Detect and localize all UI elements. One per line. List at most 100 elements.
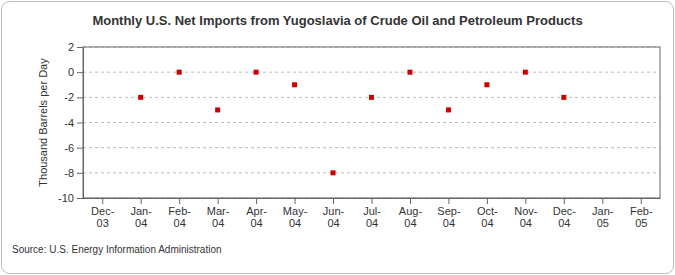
x-tick-mark: [564, 198, 565, 204]
y-tick: -2: [64, 91, 83, 103]
x-tick: Jul-04: [363, 198, 381, 229]
x-tick-label-line: 03: [97, 217, 109, 229]
y-tick: -10: [58, 192, 83, 204]
x-tick-label: Jan-04: [130, 205, 152, 230]
chart: Monthly U.S. Net Imports from Yugoslavia…: [0, 0, 675, 275]
x-tick: Dec-04: [553, 198, 577, 229]
x-tick-label-line: 05: [635, 217, 647, 229]
x-tick: Feb-04: [168, 198, 191, 229]
point: [177, 70, 182, 75]
x-tick-mark: [372, 198, 373, 204]
y-tick-mark: [77, 47, 83, 48]
x-tick-label: Jan-05: [592, 205, 614, 230]
x-tick-label-line: 04: [250, 217, 262, 229]
x-tick-label-line: 04: [212, 217, 224, 229]
x-tick: Aug-04: [399, 198, 423, 229]
y-tick-label: 2: [68, 41, 74, 53]
x-tick: Apr-04: [246, 198, 267, 229]
x-tick-mark: [525, 198, 526, 204]
grid-line: [83, 122, 660, 123]
x-tick-label: Jun-04: [323, 205, 345, 230]
x-tick-label-line: Feb-: [630, 205, 653, 217]
x-tick-label-line: 05: [597, 217, 609, 229]
x-tick-label-line: 04: [558, 217, 570, 229]
point: [331, 170, 336, 175]
point: [407, 70, 412, 75]
x-tick-label-line: Mar-: [207, 205, 230, 217]
y-axis-title: Thousand Barrels per Day: [37, 58, 49, 187]
x-tick-label-line: 04: [520, 217, 532, 229]
x-tick-label-line: 04: [481, 217, 493, 229]
x-tick-label-line: 04: [289, 217, 301, 229]
x-tick-label: Feb-05: [630, 205, 653, 230]
x-tick-label-line: Dec-: [553, 205, 577, 217]
point: [523, 70, 528, 75]
x-tick-mark: [256, 198, 257, 204]
x-tick-mark: [641, 198, 642, 204]
y-tick-label: -4: [64, 117, 74, 129]
y-tick: -4: [64, 117, 83, 129]
y-tick: -8: [64, 167, 83, 179]
x-tick-mark: [179, 198, 180, 204]
x-tick-label-line: Jan-: [592, 205, 614, 217]
x-tick: May-04: [283, 198, 308, 229]
x-tick-mark: [602, 198, 603, 204]
y-tick-mark: [77, 123, 83, 124]
x-tick: Oct-04: [477, 198, 498, 229]
point: [215, 107, 220, 112]
plot-frame: [83, 47, 660, 198]
y-tick-label: -10: [58, 192, 74, 204]
source: Source: U.S. Energy Information Administ…: [12, 244, 222, 255]
grid: [83, 47, 660, 198]
x-tick-label: Aug-04: [399, 205, 423, 230]
x-tick-label-line: Dec-: [91, 205, 115, 217]
x-tick-label: Apr-04: [246, 205, 267, 230]
y-tick-mark: [77, 198, 83, 199]
x-tick-label-line: Jun-: [323, 205, 345, 217]
x-tick-mark: [410, 198, 411, 204]
point: [254, 70, 259, 75]
x-tick: Dec-03: [91, 198, 115, 229]
grid-line: [83, 72, 660, 73]
x-tick-label: Dec-03: [91, 205, 115, 230]
x-tick-mark: [141, 198, 142, 204]
x-tick-mark: [102, 198, 103, 204]
x-tick: Jan-05: [592, 198, 614, 229]
background: [2, 2, 674, 274]
y-tick-label: -8: [64, 167, 74, 179]
point: [369, 95, 374, 100]
x-tick: Mar-04: [207, 198, 230, 229]
x-tick-label-line: 04: [327, 217, 339, 229]
point: [561, 95, 566, 100]
x-tick: Sep-04: [437, 198, 461, 229]
x-tick-label-line: Jan-: [130, 205, 152, 217]
x-tick-label: Mar-04: [207, 205, 230, 230]
x-tick-label-line: Feb-: [168, 205, 191, 217]
grid-line: [83, 172, 660, 173]
point: [446, 107, 451, 112]
x-tick-label-line: Aug-: [399, 205, 423, 217]
grid-line: [83, 147, 660, 148]
y-tick: 2: [68, 41, 83, 53]
x-tick-label-line: 04: [443, 217, 455, 229]
y-tick-mark: [77, 148, 83, 149]
x-tick-label: May-04: [283, 205, 308, 230]
x-tick-label: Oct-04: [477, 205, 498, 230]
x-tick-mark: [448, 198, 449, 204]
title: Monthly U.S. Net Imports from Yugoslavia…: [92, 13, 582, 28]
x-tick: Jan-04: [130, 198, 152, 229]
x-tick-label-line: Sep-: [437, 205, 461, 217]
x-tick-label: Feb-04: [168, 205, 191, 230]
point: [292, 82, 297, 87]
plot-area: [83, 47, 660, 198]
y-tick-label: 0: [68, 66, 74, 78]
x-tick-label-line: Oct-: [477, 205, 498, 217]
x-tick-label: Dec-04: [553, 205, 577, 230]
x-axis: Dec-03Jan-04Feb-04Mar-04Apr-04May-04Jun-…: [84, 198, 661, 229]
point: [484, 82, 489, 87]
marks: [138, 70, 566, 176]
point: [138, 95, 143, 100]
x-tick-label-line: 04: [135, 217, 147, 229]
x-tick-mark: [487, 198, 488, 204]
plot: -10-8-6-4-202Dec-03Jan-04Feb-04Mar-04Apr…: [58, 41, 660, 229]
